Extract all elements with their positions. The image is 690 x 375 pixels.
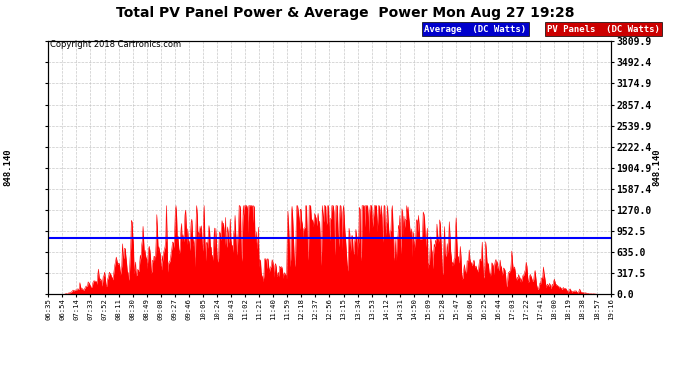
Text: Total PV Panel Power & Average  Power Mon Aug 27 19:28: Total PV Panel Power & Average Power Mon…: [116, 6, 574, 20]
Text: Average  (DC Watts): Average (DC Watts): [424, 25, 526, 34]
Text: PV Panels  (DC Watts): PV Panels (DC Watts): [547, 25, 660, 34]
Text: 848.140: 848.140: [652, 148, 662, 186]
Text: 848.140: 848.140: [3, 148, 13, 186]
Text: Copyright 2018 Cartronics.com: Copyright 2018 Cartronics.com: [50, 40, 181, 49]
